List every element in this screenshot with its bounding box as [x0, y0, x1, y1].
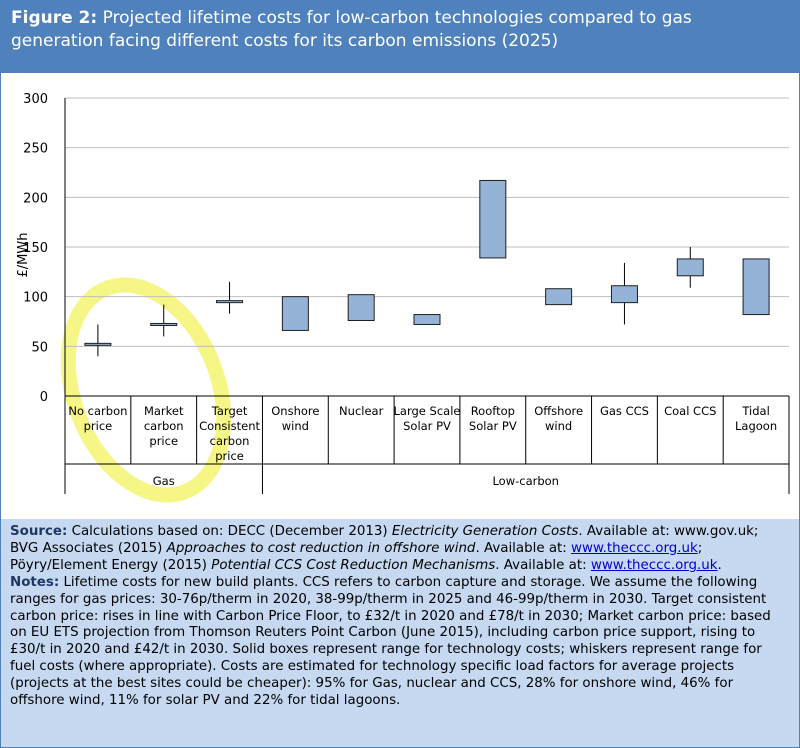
highlight-marker — [60, 277, 232, 503]
source-text-5: . Available at: — [495, 557, 591, 573]
figure-title: Projected lifetime costs for low-carbon … — [11, 8, 692, 51]
category-label-line: wind — [545, 419, 572, 433]
y-tick-label: 250 — [23, 142, 48, 157]
y-tick-label: 300 — [23, 92, 48, 107]
category-label: Tidal Lagoon — [735, 404, 777, 433]
source-link-ccc-2[interactable]: www.theccc.org.uk — [590, 557, 718, 573]
figure-header: Figure 2: Projected lifetime costs for l… — [1, 1, 799, 73]
group-label: Low-carbon — [492, 474, 559, 488]
group-label: Gas — [153, 474, 175, 488]
range-box — [479, 179, 507, 259]
y-axis-label: £/MWh — [16, 233, 31, 278]
source-label: Source: — [10, 524, 68, 539]
category-label-line: carbon — [210, 434, 250, 448]
range-box — [281, 296, 309, 331]
category-label-line: price — [215, 449, 244, 463]
source-text-1: Calculations based on: DECC (December 20… — [67, 524, 392, 539]
source-italic-2: Approaches to cost reduction in offshore… — [166, 540, 476, 556]
range-box — [413, 314, 441, 325]
category-label: Market carbon price — [144, 404, 184, 448]
range-box — [84, 342, 112, 346]
source-text-4: ; Pöyry/Element Energy (2015) — [10, 540, 703, 573]
figure-label: Figure 2: — [11, 8, 98, 28]
range-box — [676, 258, 704, 277]
y-tick-label: 100 — [23, 291, 48, 306]
range-box — [347, 294, 375, 322]
category-label: Large Scale Solar PV — [394, 404, 461, 433]
source-link-ccc-1[interactable]: www.theccc.org.uk — [571, 540, 698, 556]
range-box — [545, 288, 573, 306]
category-label: Coal CCS — [664, 404, 716, 418]
category-label: Target Consistent carbon price — [199, 404, 260, 463]
category-label: Offshore wind — [534, 404, 583, 433]
range-box — [216, 300, 244, 304]
category-label: Nuclear — [339, 404, 384, 418]
source-italic-1: Electricity Generation Costs — [391, 524, 579, 539]
category-label-line: Offshore — [534, 404, 583, 418]
category-label-line: price — [84, 419, 113, 433]
chart-area: 0 50 100 150 200 250 300 £/MWh No carbon price Mar… — [1, 73, 799, 519]
y-tick-label: 0 — [40, 390, 48, 405]
notes-paragraph: Notes: Lifetime costs for new build plan… — [10, 575, 790, 710]
range-box — [742, 258, 770, 316]
source-text-3: . Available at: — [475, 540, 572, 556]
category-label-line: Solar PV — [469, 419, 517, 433]
source-text-2: . Available at: www.gov.uk; BVG Associat… — [10, 524, 759, 556]
category-label-line: Market — [144, 404, 184, 418]
category-label-line: Target — [211, 404, 248, 418]
category-label-line: Tidal — [741, 404, 769, 418]
range-box — [610, 285, 638, 304]
category-label-line: Large Scale — [394, 404, 461, 418]
category-label-line: wind — [282, 419, 309, 433]
category-label: Rooftop Solar PV — [469, 404, 517, 433]
y-tick-label: 200 — [23, 191, 48, 206]
y-tick-label: 150 — [23, 241, 48, 256]
range-box — [150, 322, 178, 326]
category-label-line: Onshore — [271, 404, 319, 418]
category-label-line: Consistent — [199, 419, 260, 433]
source-text-6: . — [717, 557, 722, 573]
category-label: No carbon price — [68, 404, 127, 433]
y-tick-label: 50 — [31, 340, 48, 355]
notes-text: Lifetime costs for new build plants. CCS… — [10, 574, 771, 709]
category-label-line: Solar PV — [403, 419, 451, 433]
source-italic-3: Potential CCS Cost Reduction Mechanisms — [211, 557, 496, 573]
category-label: Gas CCS — [600, 404, 649, 418]
category-label-line: No carbon — [68, 404, 127, 418]
category-label: Onshore wind — [271, 404, 319, 433]
category-label-line: price — [149, 434, 178, 448]
category-label-line: Gas CCS — [600, 404, 649, 418]
figure-footer: Source: Calculations based on: DECC (Dec… — [1, 519, 799, 747]
category-label-line: Rooftop — [471, 404, 515, 418]
category-label-line: carbon — [144, 419, 184, 433]
category-label-line: Lagoon — [735, 419, 777, 433]
category-label-line: Nuclear — [339, 404, 384, 418]
category-label-line: Coal CCS — [664, 404, 716, 418]
source-paragraph: Source: Calculations based on: DECC (Dec… — [10, 524, 790, 575]
notes-label: Notes: — [10, 574, 60, 590]
